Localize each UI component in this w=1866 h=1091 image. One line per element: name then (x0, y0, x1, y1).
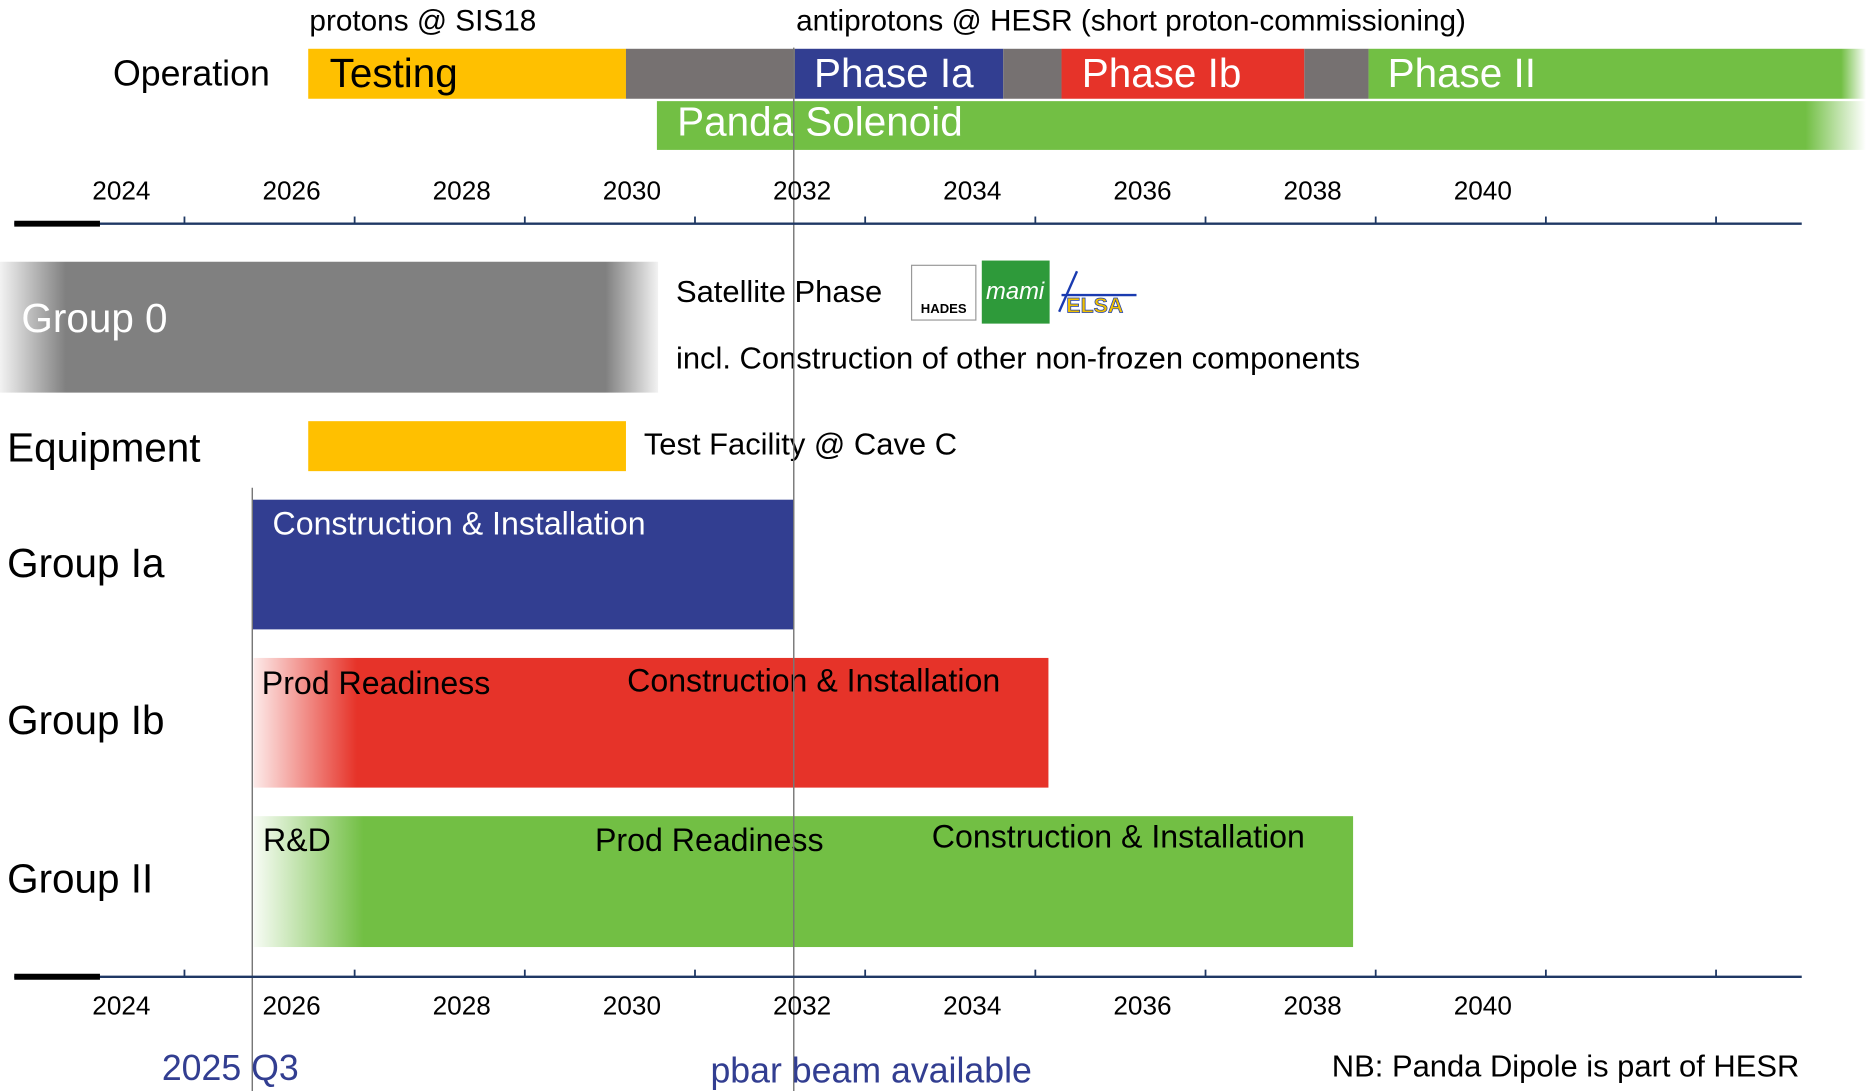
group-label: Group 0 (21, 295, 167, 341)
year-label: 2036 (1113, 991, 1171, 1021)
phase-ii-bar (1368, 48, 1866, 99)
equipment-bar (308, 421, 626, 472)
year-label: 2040 (1454, 991, 1512, 1021)
bar-label: Construction & Installation (627, 662, 1000, 698)
group-ia-bar (252, 499, 794, 630)
year-label: 2038 (1284, 991, 1342, 1021)
logo-text: HADES (921, 301, 967, 316)
phase-label: Testing (330, 50, 458, 96)
group-ib-bar (253, 657, 1049, 788)
equipment-note: Test Facility @ Cave C (644, 426, 957, 461)
footnote: NB: Panda Dipole is part of HESR (1332, 1049, 1800, 1084)
logo-text: mami (986, 278, 1045, 305)
operation-label: Operation (113, 54, 270, 94)
bar-label: R&D (263, 822, 331, 858)
mami-logo (981, 260, 1050, 324)
phase-ib-bar (1061, 48, 1305, 99)
solenoid-label: Panda Solenoid (677, 99, 963, 145)
year-label: 2026 (262, 176, 320, 206)
phase-label: Phase II (1388, 50, 1536, 96)
gap-bar (625, 48, 795, 99)
antiprotons-note: antiprotons @ HESR (short proton-commiss… (796, 4, 1466, 37)
group0-note: incl. Construction of other non-frozen c… (676, 341, 1360, 376)
elsa-logo (1058, 270, 1137, 313)
marker-label: pbar beam available (710, 1051, 1031, 1091)
group-label: Group II (7, 855, 153, 901)
year-label: 2024 (92, 991, 150, 1021)
protons-note: protons @ SIS18 (309, 4, 536, 37)
phase-label: Phase Ib (1082, 50, 1242, 96)
phase-label: Phase Ia (814, 50, 974, 96)
logo-text: ELSA (1066, 294, 1123, 318)
testing-bar (308, 48, 626, 99)
bar-label: Construction & Installation (932, 818, 1305, 854)
satellite-label: Satellite Phase (676, 274, 882, 309)
marker-label: 2025 Q3 (162, 1048, 299, 1088)
year-label: 2038 (1284, 176, 1342, 206)
bar-label: Prod Readiness (262, 665, 490, 701)
gap-bar (1304, 48, 1369, 99)
year-label: 2032 (773, 991, 831, 1021)
bar-label: Prod Readiness (595, 822, 823, 858)
year-label: 2026 (262, 991, 320, 1021)
year-label: 2030 (603, 991, 661, 1021)
gap-bar (1003, 48, 1062, 99)
group-label: Equipment (7, 425, 200, 471)
year-label: 2024 (92, 176, 150, 206)
year-label: 2034 (943, 991, 1001, 1021)
year-label: 2028 (433, 176, 491, 206)
group-label: Group Ib (7, 697, 164, 743)
group-label: Group Ia (7, 540, 165, 586)
bar-label: Construction & Installation (273, 505, 646, 541)
year-label: 2034 (943, 176, 1001, 206)
year-label: 2036 (1113, 176, 1171, 206)
hades-logo (910, 264, 977, 321)
year-label: 2040 (1454, 176, 1512, 206)
solenoid-bar (656, 101, 1866, 150)
year-label: 2030 (603, 176, 661, 206)
phase-ia-bar (794, 48, 1004, 99)
group0-bar (0, 261, 659, 393)
year-label: 2028 (433, 991, 491, 1021)
year-label: 2032 (773, 176, 831, 206)
group-ii-bar (253, 816, 1354, 948)
